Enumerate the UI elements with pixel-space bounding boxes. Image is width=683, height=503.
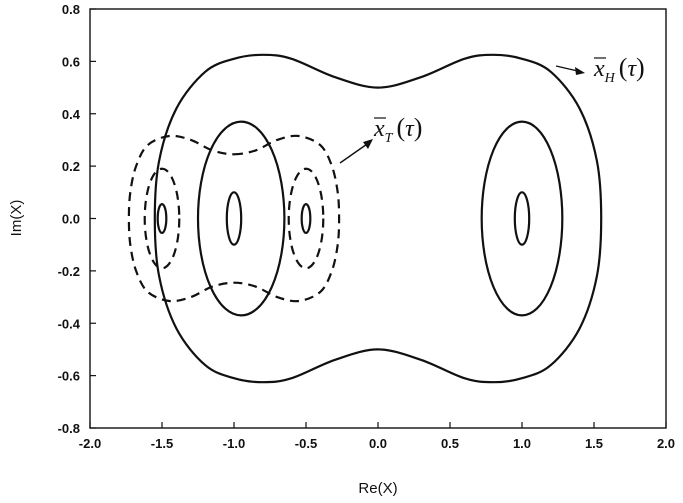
x-tick-label: 1.5 xyxy=(585,436,603,451)
solid-contour xyxy=(153,53,603,384)
svg-text:xH(τ): xH (τ) xyxy=(593,53,645,86)
annotation-xt-label: xT (τ) xyxy=(373,113,422,146)
annotation-xt-symbol: x xyxy=(373,116,385,142)
y-tick-label: -0.8 xyxy=(58,421,80,436)
annotation-xh-label: xH (τ) xyxy=(593,53,645,86)
y-tick-label: 0.0 xyxy=(62,212,80,227)
x-tick-label: -2.0 xyxy=(79,436,101,451)
annotation-xh-symbol: x xyxy=(593,56,605,82)
svg-text:xT(τ): xT (τ) xyxy=(373,113,422,146)
y-tick-label: -0.2 xyxy=(58,264,80,279)
solid-contour xyxy=(513,191,531,246)
y-axis-ticks: -0.8 -0.6 -0.4 -0.2 0.0 0.2 0.4 0.6 0.8 xyxy=(58,2,96,436)
annotation-arrow-xt xyxy=(339,139,373,164)
y-tick-label: -0.6 xyxy=(58,369,80,384)
solid-contour xyxy=(480,120,564,317)
contour-curves xyxy=(127,53,603,384)
x-tick-label: 1.0 xyxy=(513,436,531,451)
x-tick-label: 0.0 xyxy=(369,436,387,451)
annotation-xh-argument: τ xyxy=(627,56,637,82)
solid-contour xyxy=(300,202,312,235)
x-tick-label: 0.5 xyxy=(441,436,459,451)
y-tick-label: -0.4 xyxy=(58,316,81,331)
x-tick-label: -1.0 xyxy=(223,436,245,451)
annotation-xt-argument: τ xyxy=(405,116,415,142)
solid-contour xyxy=(225,191,243,246)
solid-contour xyxy=(156,202,168,235)
x-tick-label: 2.0 xyxy=(657,436,675,451)
x-tick-label: -0.5 xyxy=(295,436,317,451)
y-tick-label: 0.2 xyxy=(62,159,80,174)
solid-contour xyxy=(196,120,286,317)
x-axis-title: Re(X) xyxy=(358,480,397,497)
annotation-xh-subscript: H xyxy=(604,71,616,86)
y-tick-label: 0.8 xyxy=(62,2,80,17)
dashed-contour xyxy=(287,167,325,270)
y-tick-label: 0.4 xyxy=(62,107,81,122)
y-axis-title: Im(X) xyxy=(8,200,25,237)
y-tick-label: 0.6 xyxy=(62,54,80,69)
dashed-contour xyxy=(127,134,341,303)
dashed-contour xyxy=(143,167,181,270)
x-axis-ticks: -2.0 -1.5 -1.0 -0.5 0.0 0.5 1.0 1.5 2.0 xyxy=(79,422,675,451)
annotation-xt-subscript: T xyxy=(385,131,394,146)
x-tick-label: -1.5 xyxy=(151,436,173,451)
annotation-arrow-xh xyxy=(555,65,585,75)
